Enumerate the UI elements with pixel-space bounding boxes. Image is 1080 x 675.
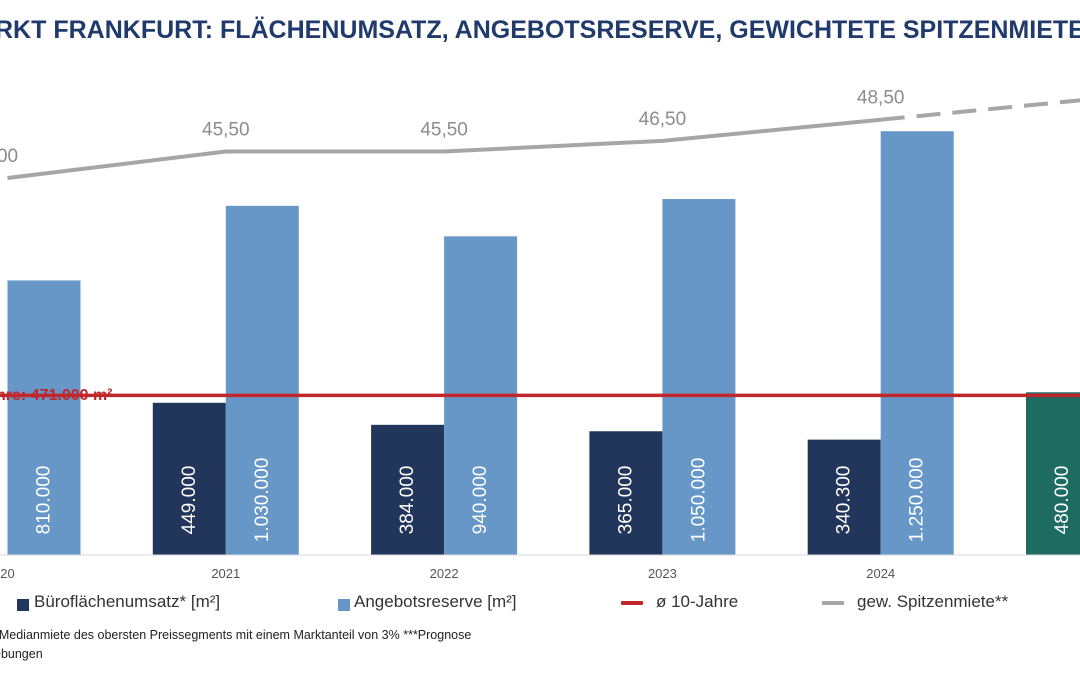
bar-label-umsatz: 449.000 xyxy=(179,466,200,535)
rent-line-forecast xyxy=(880,98,1080,122)
legend-label-average: ø 10-Jahre xyxy=(656,592,739,611)
bar-label-umsatz: 384.000 xyxy=(397,466,418,535)
rent-label: 46,50 xyxy=(639,109,687,130)
bar-label-reserve: 1.050.000 xyxy=(688,458,709,543)
bar-label-reserve: 1.030.000 xyxy=(252,458,273,543)
bar-umsatz xyxy=(1026,392,1080,555)
bar-label-reserve: 940.000 xyxy=(470,466,491,535)
chart-title: RKT FRANKFURT: FLÄCHENUMSATZ, ANGEBOTSRE… xyxy=(0,16,1080,44)
bar-label-umsatz: 340.300 xyxy=(834,466,855,535)
x-tick-label: 2024 xyxy=(866,566,895,581)
bar-label-reserve: 1.250.000 xyxy=(907,458,928,543)
x-tick-label: 20 xyxy=(0,566,14,581)
rent-line-layer xyxy=(7,98,1080,180)
x-tick-label: 2023 xyxy=(648,566,677,581)
x-tick-label: 2022 xyxy=(430,566,459,581)
rent-label: 45,50 xyxy=(420,120,468,141)
legend-swatch-rent xyxy=(822,601,844,605)
legend-label-umsatz: Büroflächenumsatz* [m²] xyxy=(34,592,221,611)
bar-umsatz xyxy=(589,431,663,555)
rent-label: 48,50 xyxy=(857,88,905,109)
rent-line xyxy=(7,117,881,180)
legend-swatch-average xyxy=(621,601,643,605)
bar-label-umsatz: 480.000 xyxy=(1052,466,1073,535)
label-layer: 810.000 449.000 1.030.000 384.000 940.000 365… xyxy=(0,88,1073,543)
bar-umsatz xyxy=(152,402,226,555)
footnote-line-1: *Medianmiete des obersten Preissegments … xyxy=(0,628,472,642)
rent-label: 00 xyxy=(0,146,18,167)
bar-umsatz xyxy=(807,439,881,555)
bar-umsatz xyxy=(371,424,445,555)
bar-reserve xyxy=(662,199,736,556)
legend-label-rent: gew. Spitzenmiete** xyxy=(857,592,1009,611)
bar-reserve xyxy=(225,205,299,555)
bar-reserve xyxy=(880,131,954,555)
bar-label-reserve: 810.000 xyxy=(34,466,55,535)
legend-label-reserve: Angebotsreserve [m²] xyxy=(354,592,517,611)
x-tick-label: 2021 xyxy=(211,566,240,581)
bar-reserve xyxy=(7,280,81,555)
rent-label: 45,50 xyxy=(202,120,250,141)
average-line-label: hre: 471.000 m² xyxy=(0,387,113,404)
x-axis: 20202120222023202420 xyxy=(0,554,1080,581)
legend-swatch-umsatz xyxy=(17,599,29,611)
bar-label-umsatz: 365.000 xyxy=(615,466,636,535)
legend-swatch-reserve xyxy=(338,599,350,611)
